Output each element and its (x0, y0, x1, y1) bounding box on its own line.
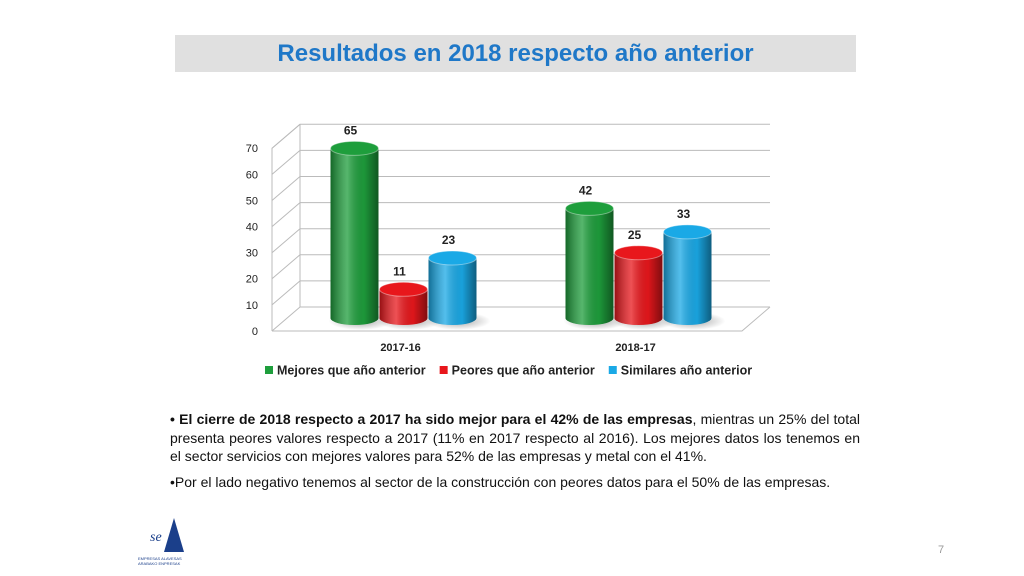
legend-swatch (265, 366, 273, 374)
cylinder-shading (330, 148, 379, 325)
bullet: • El cierre de 2018 respecto a 2017 ha s… (170, 410, 860, 466)
y-tick-label: 30 (246, 248, 258, 260)
data-label: 25 (628, 228, 642, 242)
y-tick-label: 10 (246, 300, 258, 312)
legend-label: Similares año anterior (621, 363, 752, 377)
cylinder-shading (663, 231, 712, 325)
y-tick-label: 20 (246, 274, 258, 286)
logo-shape (164, 518, 184, 552)
grid-line (271, 123, 770, 149)
cylinder-top (330, 140, 379, 156)
title-bar: Resultados en 2018 respecto año anterior (175, 35, 856, 72)
back-wall (271, 123, 301, 331)
cylinder-top (428, 250, 477, 266)
cylinder-top (663, 224, 712, 240)
grid-line (271, 202, 770, 227)
y-tick-label: 50 (246, 195, 258, 207)
cylinder-top (614, 245, 663, 261)
data-label: 11 (393, 264, 406, 278)
logo-mark: se (150, 530, 162, 545)
floor (272, 306, 771, 332)
x-tick-label: 2017-16 (380, 342, 420, 354)
cylinder-shading (379, 289, 428, 325)
bullet-text: •Por el lado negativo tenemos al sector … (170, 473, 831, 490)
logo: se EMPRESAS ALAVESAS ARABAKO ENPRESAK (136, 518, 196, 568)
chart: 0 10 20 30 40 50 60 70 2017-16 65 11 23 2018-17 42 25 3… (246, 123, 771, 377)
bullet-bold: • El cierre de 2018 respecto a 2017 ha s… (170, 411, 693, 427)
legend-label: Mejores que año anterior (277, 363, 426, 377)
cylinder-top (565, 200, 614, 216)
data-label: 65 (344, 124, 358, 138)
legend-label: Peores que año anterior (452, 363, 595, 377)
y-tick-label: 0 (252, 326, 258, 338)
cylinder-top (379, 281, 428, 297)
slide-title: Resultados en 2018 respecto año anterior (277, 40, 754, 67)
data-label: 23 (442, 233, 456, 247)
grid-line (271, 176, 770, 201)
logo-text: EMPRESAS ALAVESAS (138, 556, 182, 561)
cylinder-shading (565, 208, 614, 325)
legend-swatch (439, 366, 448, 374)
logo-text: ARABAKO ENPRESAK (138, 561, 181, 566)
x-tick-label: 2018-17 (615, 342, 655, 354)
data-label: 42 (579, 184, 593, 198)
body-text: • El cierre de 2018 respecto a 2017 ha s… (170, 410, 860, 498)
y-tick-label: 70 (246, 143, 258, 155)
legend-swatch (608, 366, 617, 374)
grid-line (271, 149, 770, 175)
cylinder-shading (428, 257, 477, 325)
y-tick-label: 60 (246, 169, 258, 181)
bullet-text: , mientras un 25% del total presenta peo… (170, 411, 861, 464)
y-tick-label: 40 (246, 222, 258, 234)
page-number: 7 (938, 544, 945, 556)
cylinder-shading (614, 252, 663, 325)
bullet: •Por el lado negativo tenemos al sector … (170, 473, 860, 492)
data-label: 33 (677, 207, 691, 221)
